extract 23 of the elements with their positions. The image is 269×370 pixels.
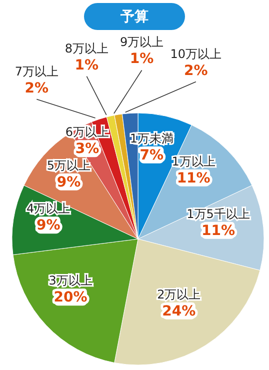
data-label: 9% [56,174,81,190]
data-label: 11% [202,222,236,239]
slice-label: 9万以上 [120,35,164,50]
slice-label: 4万以上 [26,202,70,216]
data-label: 11% [176,170,210,186]
chart-title: 予算 [84,3,185,30]
slice-label: 3万以上 [48,274,92,288]
slice-label: 8万以上 [64,41,109,56]
slice-label: 5万以上 [46,158,91,172]
data-label: 2% [24,80,49,96]
slice-label: 1万以上 [172,154,216,168]
slice-label: 2万以上 [157,287,201,302]
data-label: 1% [74,57,99,74]
data-label: 20% [54,290,88,306]
slice-label: 10万以上 [170,46,222,61]
data-label: 3% [75,141,100,158]
data-label: 9% [36,218,60,234]
slice-label: 7万以上 [14,64,58,78]
data-label: 7% [140,147,164,164]
slice-label: 1万5千以上 [186,206,250,221]
data-label: 1% [130,51,154,68]
data-label: 24% [162,303,196,320]
data-label: 2% [184,62,208,79]
